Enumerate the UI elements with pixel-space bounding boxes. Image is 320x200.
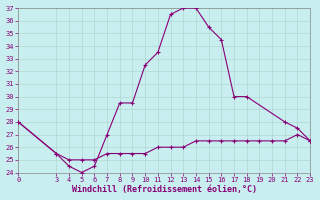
- X-axis label: Windchill (Refroidissement éolien,°C): Windchill (Refroidissement éolien,°C): [72, 185, 257, 194]
